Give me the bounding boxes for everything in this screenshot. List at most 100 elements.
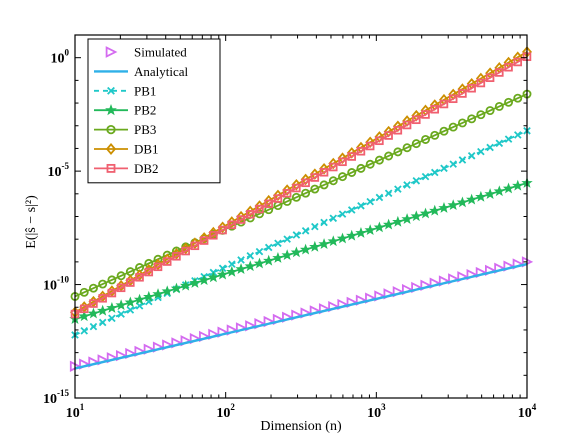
data-point-db1-21: [263, 194, 274, 207]
data-point-pb2-47: [502, 182, 515, 194]
data-point-pb3-44: [476, 110, 486, 120]
data-point-pb3-25: [301, 188, 311, 198]
data-point-db2-32: [365, 141, 375, 151]
data-point-pb3-29: [338, 172, 347, 182]
data-point-pb3-26: [310, 184, 320, 194]
data-point-db1-18: [236, 210, 247, 223]
legend-label: Analytical: [134, 64, 189, 79]
data-point-pb2-19: [244, 260, 256, 272]
data-point-pb2-10: [161, 285, 173, 297]
data-point-pb3-39: [430, 130, 440, 140]
data-point-db1-17: [226, 216, 237, 228]
data-point-db2-13: [190, 241, 200, 251]
data-point-pb1-32: [366, 197, 374, 206]
data-point-pb3-41: [448, 122, 458, 132]
data-point-pb2-28: [327, 235, 339, 247]
x-tick-label: 103: [367, 402, 386, 421]
data-point-pb1-23: [283, 235, 291, 243]
data-point-db2-28: [329, 162, 338, 172]
data-point-pb2-26: [309, 240, 321, 252]
data-point-pb2-29: [336, 232, 349, 244]
data-point-pb1-21: [264, 243, 273, 252]
data-point-pb3-42: [457, 118, 467, 128]
data-point-pb3-24: [291, 192, 301, 202]
data-point-db2-25: [301, 178, 310, 188]
data-point-pb3-4: [107, 275, 117, 285]
series-analytical: [74, 262, 528, 370]
data-point-pb3-45: [485, 106, 495, 116]
legend: Simulated Analytical PB1 PB2 PB3 DB1 DB2: [87, 38, 221, 184]
data-point-pb2-5: [115, 299, 127, 311]
data-point-db1-16: [217, 221, 228, 234]
data-point-db2-36: [402, 120, 412, 130]
legend-entry-db1: DB1: [94, 142, 159, 157]
data-point-pb2-45: [484, 188, 496, 199]
data-point-db2-8: [144, 267, 154, 277]
data-point-pb2-33: [373, 221, 386, 233]
x-tick-label: 104: [518, 402, 537, 421]
data-point-pb1-46: [495, 139, 504, 148]
data-point-db2-9: [153, 262, 163, 272]
data-point-pb1-35: [394, 185, 402, 193]
legend-marker: [106, 124, 116, 135]
data-point-pb2-36: [401, 213, 413, 224]
data-point-db1-24: [291, 178, 302, 191]
data-point-pb3-48: [513, 93, 523, 103]
data-point-pb2-11: [170, 282, 183, 294]
data-point-pb2-14: [198, 274, 210, 286]
data-point-db2-35: [393, 126, 403, 135]
legend-entry-analytical: Analytical: [94, 64, 189, 79]
data-point-pb2-2: [87, 307, 100, 319]
data-point-db2-14: [199, 236, 209, 245]
data-point-pb1-2: [89, 322, 98, 331]
data-point-pb2-15: [207, 271, 220, 283]
legend-marker: [105, 46, 118, 58]
data-point-db2-21: [264, 199, 273, 209]
data-point-pb2-24: [290, 246, 303, 258]
data-point-pb1-38: [421, 172, 430, 181]
data-point-pb2-38: [419, 207, 432, 219]
data-point-pb2-6: [124, 296, 137, 308]
y-tick-label: 100: [51, 48, 70, 67]
data-point-db2-30: [347, 152, 356, 161]
data-point-pb1-7: [135, 302, 144, 310]
data-point-db2-20: [255, 204, 264, 214]
data-point-pb2-39: [429, 204, 441, 216]
data-point-pb3-43: [467, 114, 477, 124]
data-point-pb3-3: [98, 279, 108, 289]
data-point-db1-20: [254, 200, 265, 212]
x-tick-label: 102: [216, 402, 235, 421]
data-point-db2-39: [430, 105, 440, 114]
data-point-pb2-3: [96, 304, 109, 316]
data-point-db2-4: [107, 288, 117, 298]
data-point-pb1-40: [440, 164, 448, 173]
y-tick-label: 10-5: [48, 161, 70, 180]
data-point-pb2-7: [133, 293, 146, 305]
data-point-pb2-46: [493, 185, 506, 197]
data-point-pb1-5: [117, 310, 125, 318]
data-point-db2-17: [227, 220, 237, 230]
series-line-pb3: [74, 93, 528, 298]
data-point-db2-5: [116, 283, 126, 293]
data-point-db2-40: [439, 99, 449, 109]
data-point-db2-33: [375, 136, 384, 146]
data-point-pb3-23: [282, 196, 292, 206]
data-point-pb2-43: [465, 193, 478, 205]
data-point-pb2-35: [392, 215, 404, 227]
legend-marker: [107, 86, 115, 95]
data-point-pb2-41: [447, 199, 459, 211]
data-point-pb2-30: [346, 229, 358, 241]
series-line-db2: [74, 55, 528, 315]
data-point-pb3-35: [393, 147, 403, 157]
data-point-pb3-28: [328, 176, 338, 186]
data-point-pb1-43: [467, 151, 476, 160]
data-point-db2-11: [172, 252, 181, 261]
data-point-pb2-13: [189, 277, 201, 288]
data-point-pb1-25: [301, 227, 310, 235]
data-point-db2-48: [513, 57, 523, 67]
data-point-pb1-41: [449, 160, 457, 168]
data-point-pb2-21: [263, 254, 275, 266]
data-point-db1-25: [300, 173, 311, 186]
data-point-db2-16: [218, 225, 227, 235]
data-point-db1-23: [282, 184, 293, 196]
